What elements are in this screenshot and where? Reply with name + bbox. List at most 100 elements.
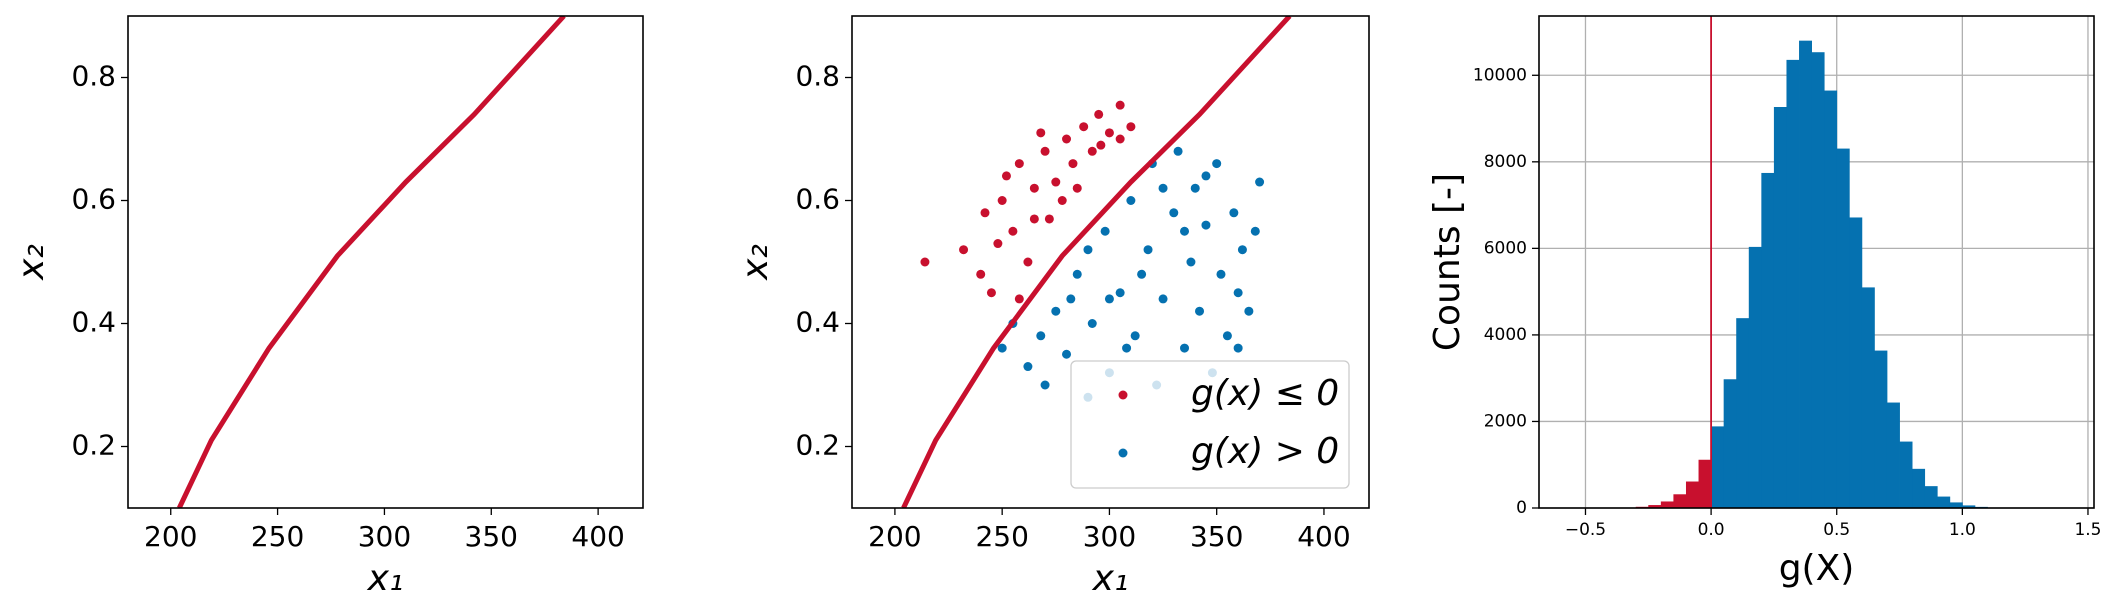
scatter-point xyxy=(1057,196,1067,205)
y-tick-label: 6000 xyxy=(1484,238,1527,258)
y-axis-label: Counts [-] xyxy=(1427,173,1468,351)
scatter-point xyxy=(1143,245,1153,255)
x-tick-label: 400 xyxy=(1297,520,1350,553)
scatter-point xyxy=(1036,128,1046,138)
histogram-bar xyxy=(1786,59,1800,508)
scatter-point xyxy=(1173,146,1183,156)
scatter-point xyxy=(1001,171,1011,181)
x-tick-label: 200 xyxy=(868,520,921,553)
histogram-bar xyxy=(1874,350,1888,508)
scatter-point xyxy=(1104,294,1114,304)
scatter-point xyxy=(1229,208,1239,218)
histogram-bar xyxy=(1899,441,1913,508)
scatter-point xyxy=(993,239,1003,249)
scatter-point xyxy=(1255,177,1265,187)
scatter-point xyxy=(920,257,930,267)
histogram-bar xyxy=(1824,90,1838,508)
scatter-point xyxy=(997,343,1007,353)
x-tick-label: 400 xyxy=(571,520,624,553)
x-tick-label: 0.0 xyxy=(1698,520,1725,540)
histogram-bar xyxy=(1912,468,1926,508)
scatter-point xyxy=(1126,122,1136,132)
scatter-point xyxy=(1062,349,1072,359)
scatter-point xyxy=(1036,331,1046,341)
scatter-point xyxy=(997,196,1007,205)
histogram-bar xyxy=(1660,501,1674,508)
scatter-point xyxy=(1126,196,1136,205)
scatter-point xyxy=(1158,294,1168,304)
plot-frame xyxy=(127,15,644,509)
scatter-point xyxy=(1083,245,1093,255)
histogram-bar xyxy=(1849,217,1863,508)
scatter-point xyxy=(1233,288,1243,298)
x-tick-label: 1.5 xyxy=(2074,520,2101,540)
scatter-point xyxy=(1008,226,1018,236)
x-tick-label: 250 xyxy=(251,520,304,553)
y-tick-label: 0 xyxy=(1516,498,1527,518)
x-axis-label: x₁ xyxy=(367,558,404,599)
scatter-point xyxy=(1094,109,1104,119)
scatter-point xyxy=(1096,140,1106,150)
scatter-point xyxy=(976,269,986,279)
histogram-bar xyxy=(1673,494,1687,508)
scatter-point xyxy=(1233,343,1243,353)
y-tick-label: 8000 xyxy=(1484,152,1527,172)
scatter-point xyxy=(1014,294,1024,304)
scatter-point xyxy=(1051,177,1061,187)
histogram-bar xyxy=(1685,481,1699,508)
plot-frame xyxy=(1538,15,2095,509)
scatter-point xyxy=(1237,245,1247,255)
x-tick-label: 200 xyxy=(144,520,197,553)
scatter-point xyxy=(1158,183,1168,193)
y-tick-label: 4000 xyxy=(1484,325,1527,345)
y-axis-label: x₂ xyxy=(735,244,776,281)
axes: 200 250 300 350 400 0.2 0.4 0.6 0.8 x₁ x₂ xyxy=(11,60,625,600)
scatter-point xyxy=(1222,331,1232,341)
y-tick-label: 0.6 xyxy=(795,183,840,216)
histogram-bar xyxy=(1962,505,1976,508)
y-axis-label: x₂ xyxy=(11,244,52,281)
histogram-bar xyxy=(1886,402,1900,508)
scatter-point xyxy=(1087,319,1097,328)
scatter-point xyxy=(1040,146,1050,156)
axes: 200 250 300 350 400 0.2 0.4 0.6 0.8 x₁ x₂ xyxy=(735,60,1351,600)
scatter-point xyxy=(1072,269,1082,279)
y-tick-label: 0.2 xyxy=(71,429,116,462)
y-tick-label: 0.4 xyxy=(71,306,116,339)
scatter-point xyxy=(1169,208,1179,218)
legend-marker xyxy=(1118,448,1128,458)
scatter-point xyxy=(1079,122,1089,132)
histogram-bar xyxy=(1711,426,1725,508)
scatter-point xyxy=(1087,146,1097,156)
y-tick-label: 2000 xyxy=(1484,411,1527,431)
histogram-bar xyxy=(1773,107,1787,508)
scatter-point xyxy=(1051,306,1061,316)
scatter-point xyxy=(1195,306,1205,316)
histogram-bar xyxy=(1799,40,1813,508)
scatter-point xyxy=(1023,362,1033,372)
scatter-point xyxy=(1216,269,1226,279)
histogram-bar xyxy=(1736,318,1750,508)
scatter-point xyxy=(980,208,990,218)
scatter-point xyxy=(1029,214,1039,224)
scatter-point xyxy=(1122,343,1132,353)
histogram-bar xyxy=(1949,502,1963,508)
scatter-point xyxy=(1023,257,1033,267)
x-tick-label: 300 xyxy=(1083,520,1136,553)
y-tick-label: 0.4 xyxy=(795,306,840,339)
histogram-bar xyxy=(1836,148,1850,508)
scatter-point xyxy=(1115,100,1125,110)
scatter-point xyxy=(1180,343,1190,353)
scatter-point xyxy=(1212,159,1222,169)
scatter-point xyxy=(1062,134,1072,144)
scatter-point xyxy=(1014,159,1024,169)
histogram-bar xyxy=(1924,486,1938,508)
scatter-point xyxy=(1104,128,1114,138)
y-tick-label: 0.6 xyxy=(71,183,116,216)
scatter-point xyxy=(1115,134,1125,144)
x-tick-label: 350 xyxy=(465,520,518,553)
histogram-bar xyxy=(1811,52,1825,508)
scatter-point xyxy=(1072,183,1082,193)
